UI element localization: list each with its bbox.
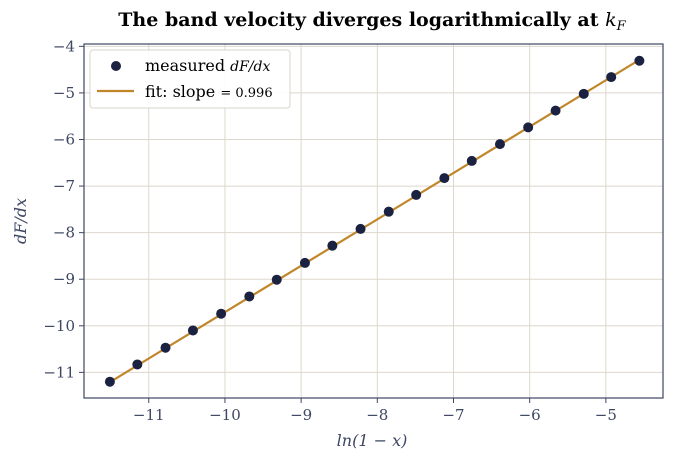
fit-line — [109, 58, 640, 384]
data-point — [271, 274, 282, 285]
x-tick-label: −5 — [595, 406, 617, 424]
chart-title: The band velocity diverges logarithmical… — [118, 9, 626, 34]
data-point — [494, 139, 505, 150]
y-tick-label: −6 — [53, 130, 75, 148]
y-tick-label: −10 — [43, 317, 75, 335]
fit-line-layer — [109, 58, 640, 384]
data-point — [578, 88, 589, 99]
data-point — [187, 325, 198, 336]
data-point — [216, 308, 227, 319]
legend-label-measured: measured dF/dx — [145, 56, 270, 75]
data-point — [411, 189, 422, 200]
x-tick-label: −11 — [133, 406, 165, 424]
grid — [84, 44, 663, 398]
legend-marker-measured — [111, 61, 121, 71]
y-tick-label: −9 — [53, 270, 75, 288]
data-point — [523, 122, 534, 133]
data-point — [439, 173, 450, 184]
y-axis-label: dF/dx — [11, 198, 30, 244]
data-point — [160, 342, 171, 353]
x-axis-ticks: −11 −10 −9 −8 −7 −6 −5 — [133, 398, 617, 424]
x-tick-label: −7 — [442, 406, 464, 424]
x-tick-label: −10 — [209, 406, 241, 424]
data-point — [634, 55, 645, 66]
data-point — [383, 206, 394, 217]
y-axis-ticks: −11 −10 −9 −8 −7 −6 −5 −4 — [43, 37, 84, 381]
data-point — [550, 105, 561, 116]
x-axis-label: ln(1 − x) — [337, 431, 408, 450]
legend-box — [89, 49, 291, 109]
x-tick-label: −8 — [366, 406, 388, 424]
y-tick-label: −4 — [53, 37, 75, 55]
data-point — [606, 72, 617, 83]
legend: measured dF/dx fit: slope = 0.996 — [89, 49, 291, 109]
plot-frame — [83, 43, 664, 399]
data-point — [104, 376, 115, 387]
legend-label-fit: fit: slope = 0.996 — [145, 82, 273, 101]
y-tick-label: −5 — [53, 84, 75, 102]
data-point — [466, 155, 477, 166]
data-point — [244, 291, 255, 302]
x-tick-label: −6 — [519, 406, 541, 424]
data-point — [327, 240, 338, 251]
y-tick-label: −8 — [53, 224, 75, 242]
data-points — [104, 55, 645, 387]
data-point — [132, 359, 143, 370]
data-point — [355, 223, 366, 234]
x-tick-label: −9 — [290, 406, 312, 424]
y-tick-label: −7 — [53, 177, 75, 195]
y-tick-label: −11 — [43, 363, 75, 381]
data-point — [299, 257, 310, 268]
